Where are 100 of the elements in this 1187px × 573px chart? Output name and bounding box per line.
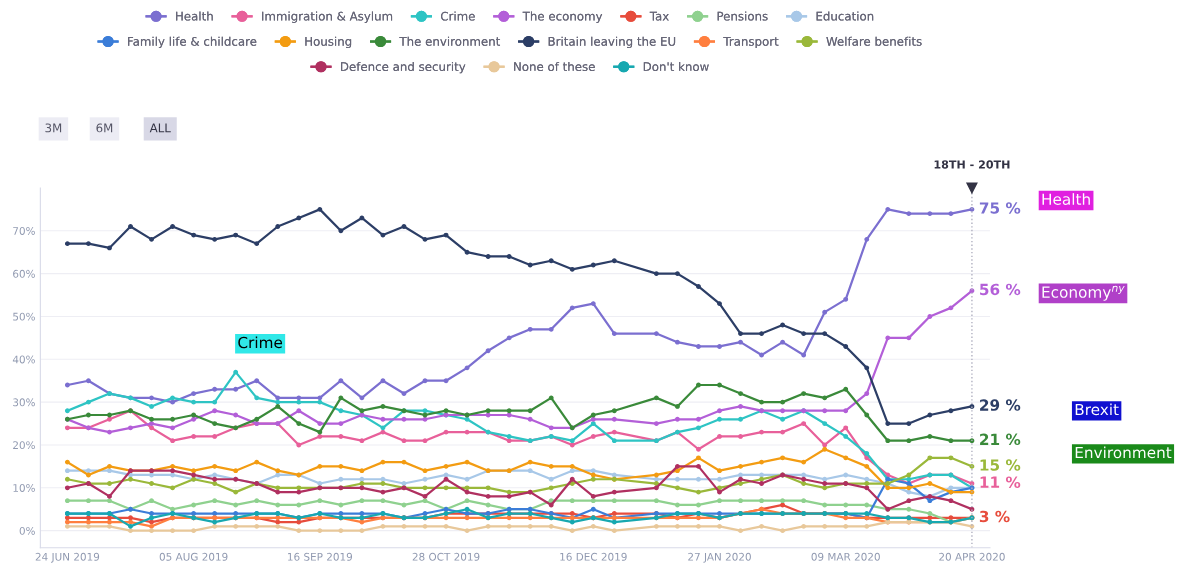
point (653, 472, 659, 478)
point (611, 429, 617, 435)
point (485, 485, 491, 491)
point (801, 481, 807, 486)
point (422, 468, 428, 474)
point (864, 523, 870, 529)
point (569, 442, 575, 448)
point (675, 271, 680, 277)
point (717, 468, 722, 474)
point (759, 523, 765, 529)
point (611, 416, 617, 422)
point (296, 399, 302, 405)
point (780, 429, 786, 435)
point (927, 314, 933, 319)
point (548, 258, 554, 264)
point (843, 472, 849, 478)
point (107, 245, 112, 251)
point (590, 476, 596, 482)
annotation: 15 % (980, 459, 1021, 471)
point (401, 459, 407, 465)
point (738, 331, 743, 337)
point (569, 468, 575, 474)
point (380, 429, 386, 435)
point (128, 476, 133, 482)
point (191, 511, 197, 516)
point (443, 476, 449, 482)
point (275, 224, 281, 229)
point (822, 395, 828, 401)
point (212, 236, 218, 242)
point (64, 523, 70, 529)
annotation: 3 % (979, 510, 1010, 523)
point (927, 515, 933, 521)
x-tick-label: 24 JUN 2019 (35, 552, 100, 563)
point (696, 523, 701, 529)
point (864, 463, 870, 469)
point (338, 463, 344, 469)
point (738, 403, 743, 409)
point (885, 206, 891, 212)
point (738, 463, 743, 469)
point (380, 378, 386, 384)
point (843, 502, 849, 508)
point (506, 493, 512, 499)
point (611, 519, 617, 525)
annotation: 29 % (980, 399, 1021, 411)
point (86, 498, 91, 504)
point (506, 523, 512, 529)
point (675, 468, 680, 474)
point (107, 515, 112, 521)
point (948, 305, 954, 311)
legend-label: Pensions (717, 11, 768, 21)
point (906, 506, 912, 512)
point (590, 262, 596, 268)
point (254, 459, 260, 465)
point (611, 472, 617, 478)
point (212, 472, 218, 478)
point (864, 236, 870, 242)
point (64, 485, 70, 491)
point (191, 412, 197, 418)
point (611, 511, 617, 516)
point (191, 416, 197, 422)
point (590, 523, 596, 529)
point (233, 523, 239, 529)
point (506, 489, 512, 495)
point (843, 408, 849, 414)
point (380, 523, 386, 529)
point (422, 498, 428, 504)
point (464, 498, 470, 504)
point (170, 399, 176, 405)
point (422, 493, 428, 499)
point (464, 528, 470, 534)
point (149, 403, 154, 409)
point (149, 416, 154, 422)
point (527, 459, 533, 465)
point (296, 502, 302, 508)
point (611, 498, 617, 504)
point (822, 481, 828, 486)
point (86, 472, 91, 478)
point (527, 408, 533, 414)
point (191, 391, 197, 397)
point (254, 395, 260, 401)
point (107, 429, 112, 435)
point (822, 523, 828, 529)
point (170, 224, 176, 229)
point (64, 498, 70, 504)
point (359, 528, 365, 534)
point (443, 408, 449, 414)
point (296, 421, 302, 426)
point (864, 481, 870, 486)
point (338, 228, 344, 234)
point (149, 528, 154, 534)
point (759, 476, 765, 482)
point (464, 485, 470, 491)
point (275, 468, 281, 474)
point (191, 433, 197, 439)
point (296, 215, 302, 221)
point (927, 455, 933, 461)
point (780, 416, 786, 422)
x-tick-label: 09 MAR 2020 (811, 552, 880, 561)
point (191, 399, 197, 405)
point (401, 523, 407, 529)
